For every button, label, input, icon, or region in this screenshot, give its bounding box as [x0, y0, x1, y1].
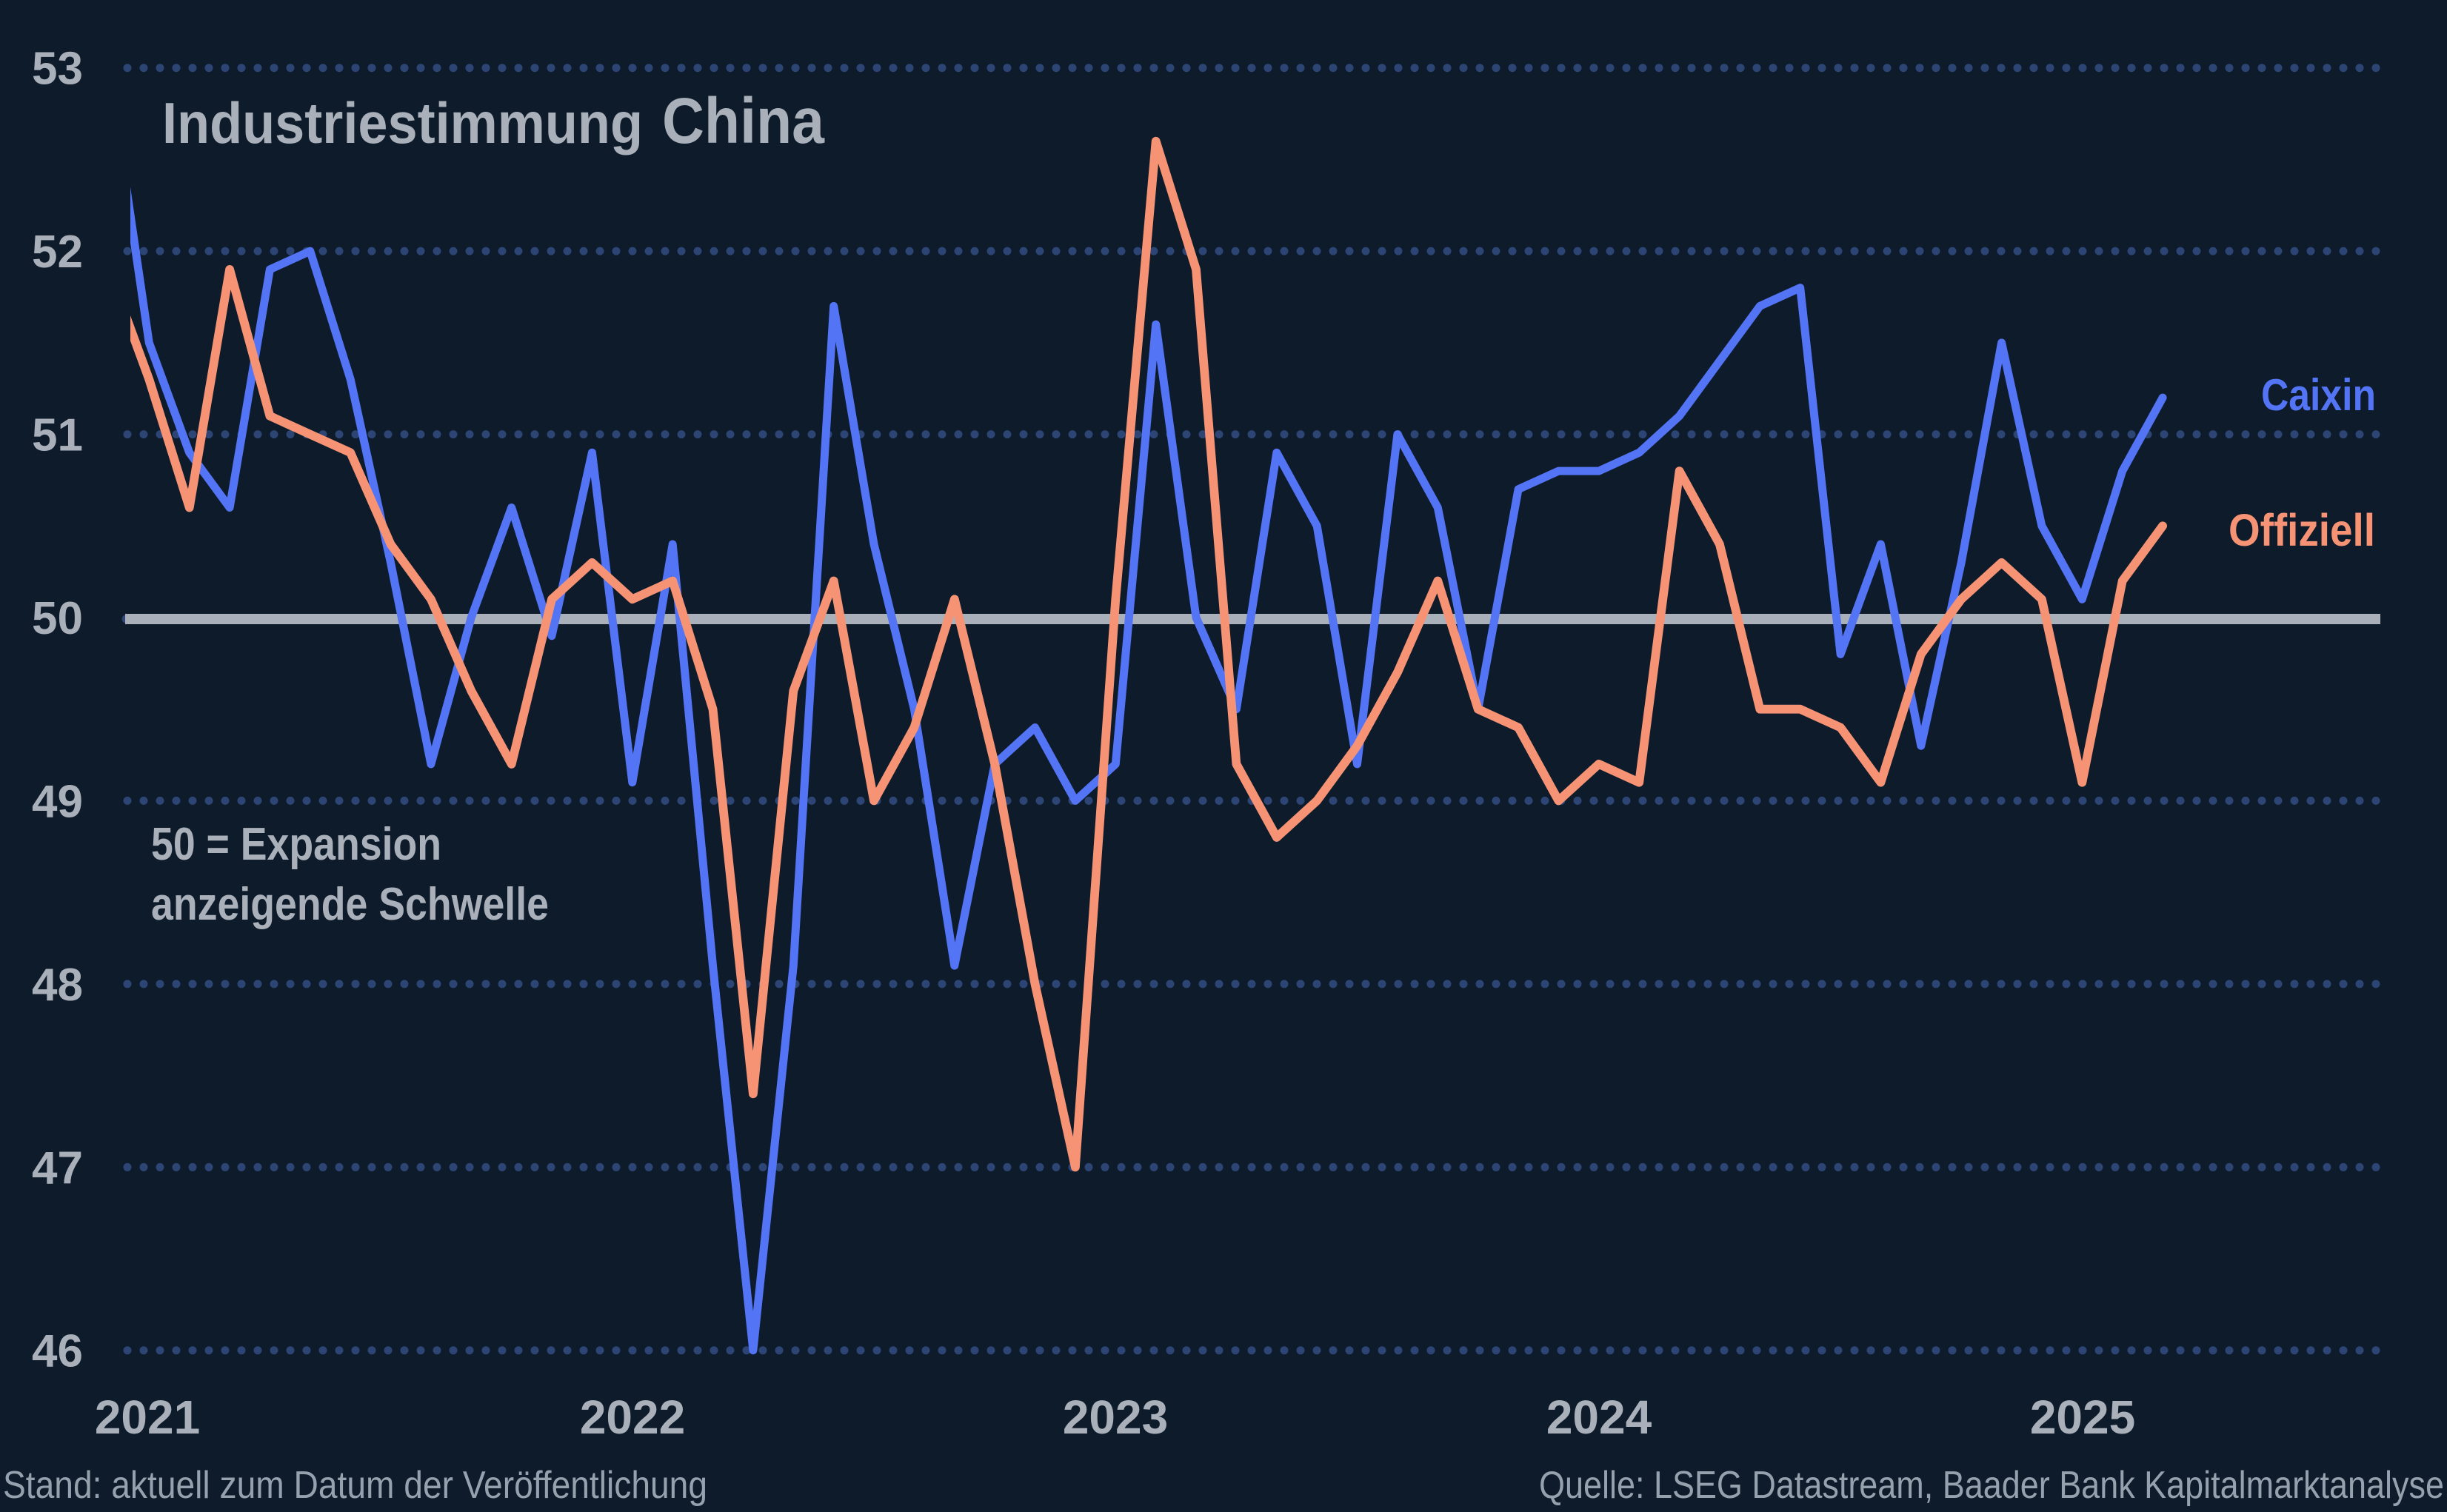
svg-text:2023: 2023: [1063, 1391, 1168, 1444]
svg-text:Caixin: Caixin: [2261, 370, 2376, 420]
svg-text:2021: 2021: [95, 1391, 200, 1444]
svg-text:48: 48: [32, 960, 83, 1011]
svg-text:52: 52: [32, 227, 83, 278]
svg-text:2025: 2025: [2030, 1391, 2135, 1444]
svg-text:51: 51: [32, 410, 83, 461]
svg-text:anzeigende Schwelle: anzeigende Schwelle: [151, 879, 549, 930]
svg-text:Offiziell: Offiziell: [2229, 505, 2375, 555]
svg-text:2022: 2022: [580, 1391, 685, 1444]
svg-text:49: 49: [32, 776, 83, 827]
svg-text:46: 46: [32, 1326, 83, 1377]
svg-text:2024: 2024: [1546, 1391, 1652, 1444]
svg-text:Quelle: LSEG Datastream, Baade: Quelle: LSEG Datastream, Baader Bank Kap…: [1539, 1464, 2444, 1507]
svg-text:47: 47: [32, 1143, 83, 1194]
svg-text:50: 50: [32, 593, 83, 644]
svg-text:Stand: aktuell zum Datum der V: Stand: aktuell zum Datum der Veröffentli…: [3, 1464, 707, 1507]
svg-text:53: 53: [32, 44, 83, 95]
svg-text:50 = Expansion: 50 = Expansion: [151, 819, 441, 870]
